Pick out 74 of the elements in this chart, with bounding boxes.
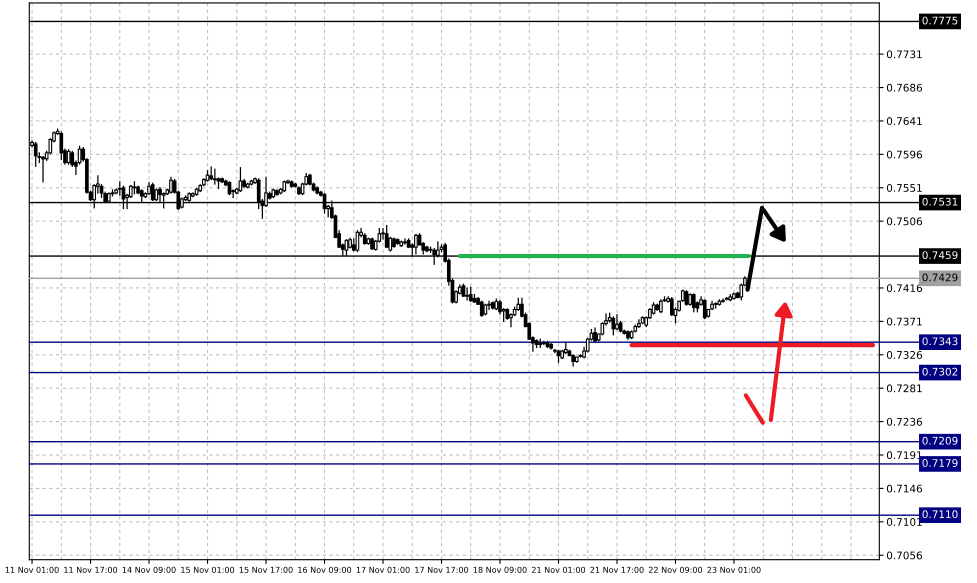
candlestick [228,181,232,196]
candlestick [494,298,498,310]
candlestick [465,287,469,300]
x-tick-label: 17 Nov 17:00 [415,566,468,573]
ref-line-label: 0.7302 [922,368,958,376]
x-tick-label: 18 Nov 09:00 [474,566,527,573]
y-tick-label: 0.7101 [886,518,922,526]
candlestick [118,181,122,196]
candlestick [571,354,575,367]
x-tick-label: 14 Nov 09:00 [122,566,176,573]
candlestick [484,304,488,316]
x-tick-label: 17 Nov 01:00 [356,566,410,573]
y-tick-label: 0.7731 [886,50,922,58]
candlestick [370,238,374,250]
ref-line-label: 0.7179 [922,459,958,467]
candlestick [702,299,707,320]
x-tick-label: 11 Nov 01:00 [6,566,59,573]
x-tick-label: 11 Nov 17:00 [64,566,118,573]
y-tick-label: 0.7596 [886,150,922,158]
x-tick-label: 21 Nov 01:00 [532,566,586,573]
candlestick [282,180,286,192]
y-tick-label: 0.7371 [886,318,922,326]
candlestick [59,131,64,160]
y-tick-label: 0.7191 [886,451,922,460]
candlestick [206,170,210,182]
candlestick [692,293,696,312]
y-tick-label: 0.7236 [886,418,922,426]
y-tick-label: 0.7281 [886,384,922,392]
candlestick [462,284,466,297]
x-tick-label: 15 Nov 17:00 [240,566,293,573]
x-tick-label: 16 Nov 09:00 [298,566,352,573]
candlestick [213,168,217,185]
y-tick-label: 0.7686 [886,84,922,92]
candlestick [724,297,728,300]
candlestick [169,176,173,194]
candlestick [538,338,542,348]
candlestick [384,224,389,248]
x-tick-label: 21 Nov 17:00 [590,566,644,573]
candlestick [238,167,242,192]
candlestick [714,302,718,309]
candlestick [480,300,484,317]
ref-line-label: 0.7459 [922,251,958,260]
ref-line-label: 0.7775 [922,16,958,24]
candlestick [66,149,70,165]
candlestick [356,230,360,252]
candlestick [688,293,692,306]
ref-line-label: 0.7110 [922,510,958,518]
candlestick [209,166,214,180]
candlestick [612,316,616,336]
y-tick-label: 0.7326 [886,351,922,359]
y-tick-label: 0.7056 [886,551,922,560]
y-tick-label: 0.7416 [886,284,922,292]
candlestick [41,156,45,182]
candlestick [684,290,688,306]
y-tick-label: 0.7506 [886,217,922,226]
x-tick-label: 15 Nov 01:00 [181,566,234,573]
candlestick [659,299,663,314]
y-tick-label: 0.7146 [886,484,922,493]
candlestick [132,181,136,194]
ref-line-label: 0.7209 [922,436,958,445]
candlestick [652,302,656,315]
candlestick [556,350,560,363]
ref-line-label: 0.7429 [922,273,958,282]
candlestick [615,314,619,330]
ref-line-label: 0.7531 [922,198,958,206]
x-tick-label: 22 Nov 09:00 [648,566,702,573]
ref-line-label: 0.7343 [922,337,958,346]
candlestick [593,327,597,342]
candlestick [468,286,473,302]
candlestick [542,340,546,346]
y-tick-label: 0.7641 [886,117,922,126]
y-tick-label: 0.7551 [886,184,922,192]
candlestick [34,142,38,167]
x-tick-label: 23 Nov 01:00 [707,566,761,573]
